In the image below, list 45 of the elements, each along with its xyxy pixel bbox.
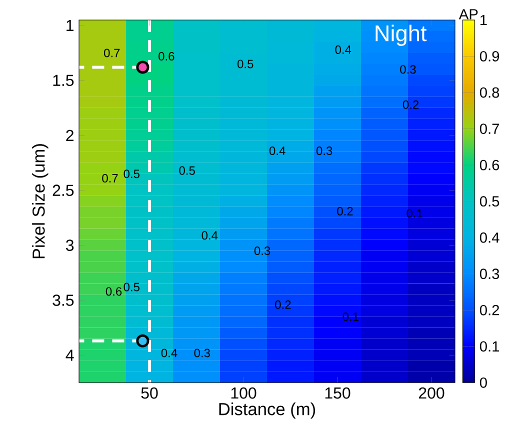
color-bar-label: 0.4 — [480, 232, 500, 243]
annotation: 0.3 — [254, 246, 270, 256]
annotation: 0.5 — [238, 60, 254, 68]
y-tick-label: 2 — [66, 130, 74, 141]
color-bar-label: 0.8 — [480, 87, 500, 98]
y-tick-label: 3.5 — [52, 294, 74, 306]
annotation: 0.4 — [335, 45, 352, 54]
annotation: 0.2 — [402, 100, 419, 109]
annotation: 0.5 — [179, 166, 195, 175]
color-bar-label: 0.6 — [480, 160, 500, 170]
y-tick-label: 4 — [66, 350, 74, 361]
y-tick-label: 3 — [66, 240, 74, 251]
color-bar-label: 0.7 — [480, 124, 500, 134]
x-axis-title: Distance (m) — [219, 402, 316, 419]
y-tick-label: 1 — [66, 20, 74, 31]
annotation: 0.6 — [106, 287, 122, 296]
annotation: 0.4 — [202, 231, 218, 240]
color-bar-label: 0.2 — [480, 304, 500, 316]
annotation: 0.7 — [104, 48, 120, 58]
annotation: Night — [376, 24, 427, 46]
y-tick-label: 1.5 — [53, 74, 74, 86]
x-tick-label: 50 — [141, 387, 158, 399]
color-bar-label: 0.5 — [480, 196, 500, 207]
annotation: 0.3 — [316, 146, 332, 156]
color-bar-label: 0.3 — [480, 268, 500, 280]
annotation: 0.7 — [102, 174, 118, 183]
color-bar-label: 1 — [480, 14, 487, 26]
annotation: 0.6 — [158, 52, 174, 61]
color-bar-label: 0 — [480, 377, 487, 388]
y-tick-label: 2.5 — [52, 184, 74, 196]
annotation: 0.1 — [342, 312, 358, 321]
color-bar-title: AP — [458, 9, 478, 20]
annotation: 0.3 — [400, 65, 416, 74]
annotation: 0.4 — [161, 348, 178, 358]
color-bar-label: 0.9 — [480, 51, 500, 62]
x-tick-label: 150 — [325, 387, 350, 399]
x-tick-label: 100 — [231, 387, 256, 399]
annotation: 0.3 — [194, 348, 210, 358]
annotation: 0.1 — [406, 209, 422, 218]
annotation: 0.4 — [269, 146, 286, 156]
y-axis-title: Pixel Size (um) — [32, 144, 48, 258]
color-bar-label: 0.1 — [480, 341, 500, 352]
annotation: 0.2 — [275, 300, 291, 309]
annotation: 0.2 — [337, 206, 353, 216]
x-tick-label: 200 — [418, 387, 444, 399]
